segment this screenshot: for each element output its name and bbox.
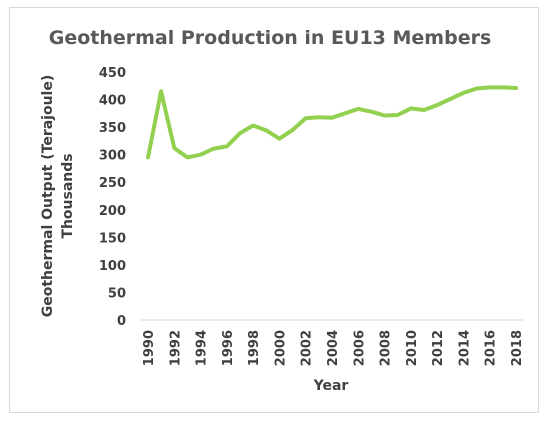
x-axis-ticks: 1990 1992 1994 1996 1998 2000 2002 2004 2006 2008… [142,330,525,366]
y-tick-label: 150 [99,231,126,246]
y-axis-ticks: 0 50 100 150 200 250 300 350 400 450 [99,66,126,329]
x-tick-label: 2004 [326,330,341,366]
y-tick-label: 0 [117,314,126,329]
y-tick-label: 350 [99,121,126,136]
x-tick-label: 1996 [221,330,236,366]
y-tick-label: 250 [99,176,126,191]
y-axis-title: Geothermal Output (Terajoule) [40,75,56,318]
x-tick-label: 2008 [379,330,394,366]
x-tick-label: 2002 [300,330,315,366]
x-tick-label: 2018 [510,330,525,366]
x-tick-label: 2010 [405,330,420,366]
x-tick-label: 2014 [457,330,472,366]
series-line [146,85,518,160]
chart-frame [9,7,539,413]
x-tick-label: 1990 [142,330,157,366]
x-tick-label: 1994 [195,330,210,366]
y-tick-label: 300 [99,149,126,164]
x-axis-title: Year [313,378,349,394]
y-tick-label: 200 [99,204,126,219]
y-tick-label: 100 [99,259,126,274]
x-tick-label: 2016 [484,330,499,366]
y-tick-label: 400 [99,94,126,109]
x-tick-label: 2000 [273,330,288,366]
y-tick-label: 450 [99,66,126,81]
x-tick-label: 2006 [352,330,367,366]
y-tick-label: 50 [108,286,126,301]
series-group [146,85,518,160]
chart-title: Geothermal Production in EU13 Members [49,27,492,49]
x-tick-label: 1992 [168,330,183,366]
y-axis-unit: Thousands [60,153,76,238]
x-tick-label: 2012 [431,330,446,366]
x-tick-label: 1998 [247,330,262,366]
